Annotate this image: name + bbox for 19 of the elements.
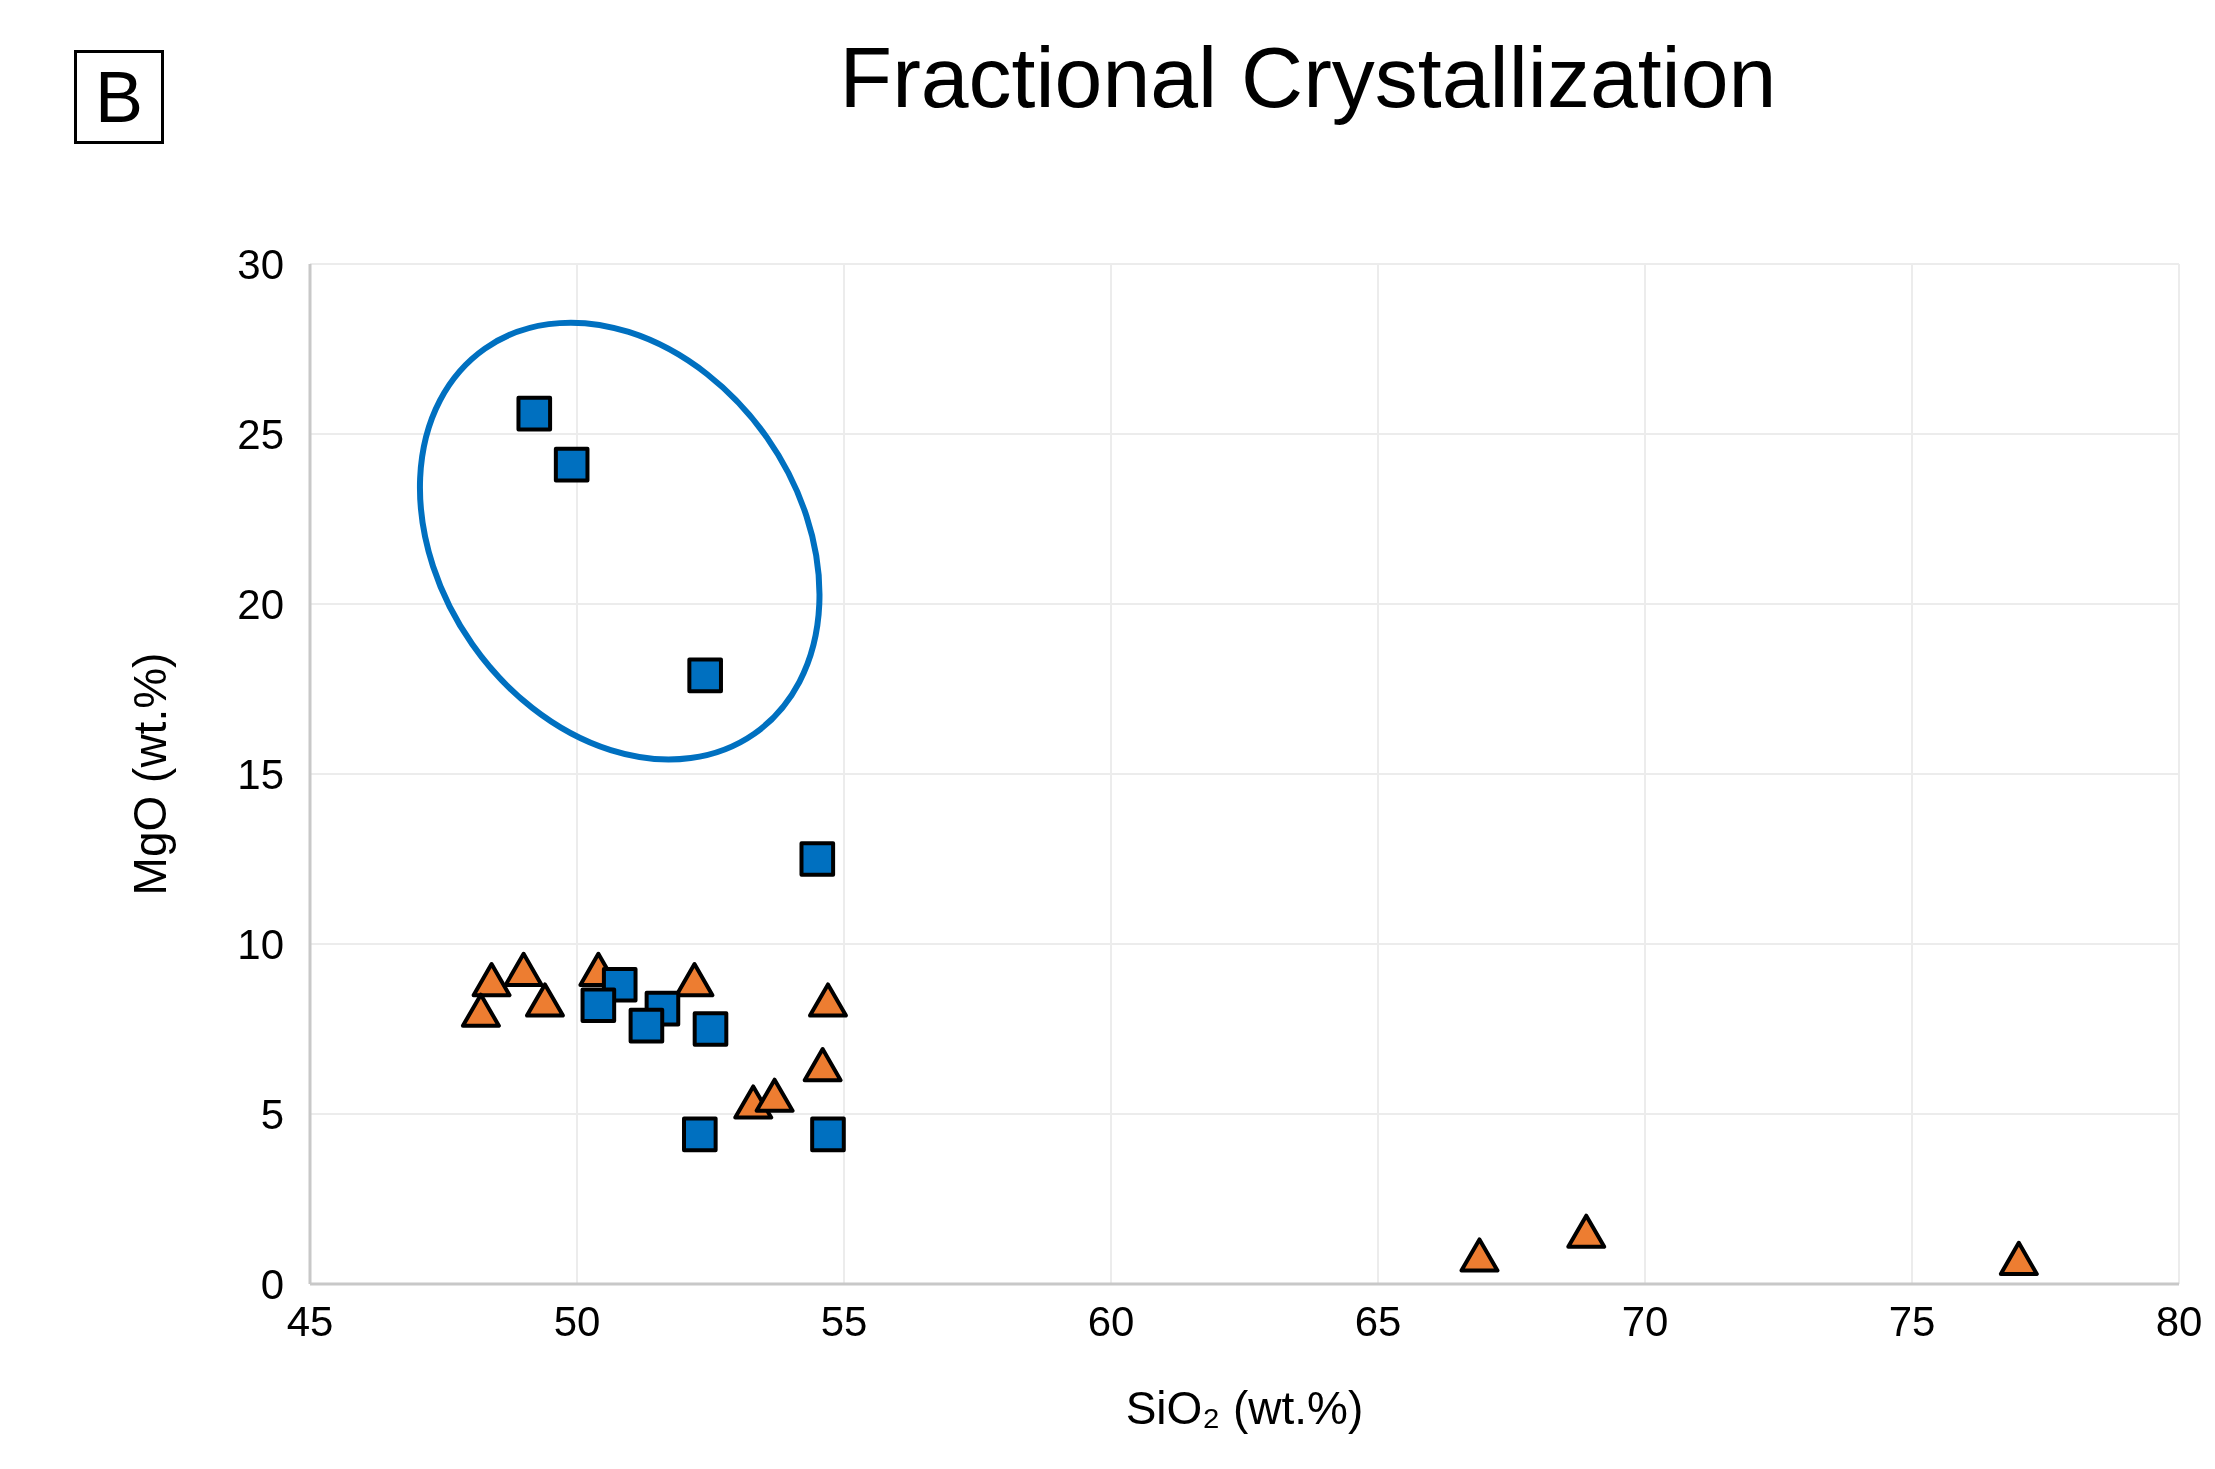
y-tick-label: 5 <box>260 1090 284 1138</box>
x-tick-label: 50 <box>553 1297 601 1345</box>
x-tick-label: 65 <box>1354 1297 1402 1345</box>
y-axis-title: MgO (wt.%) <box>124 652 177 896</box>
x-tick-label: 80 <box>2155 1297 2203 1345</box>
y-tick-label: 20 <box>237 580 284 628</box>
chart-title: Fractional Crystallization <box>838 28 1778 127</box>
x-axis-title: SiO₂ (wt.%) <box>1125 1382 1364 1434</box>
x-tick-label: 55 <box>820 1297 868 1345</box>
y-tick-label: 30 <box>237 240 284 288</box>
y-tick-label: 10 <box>237 920 284 968</box>
x-tick-label: 75 <box>1888 1297 1936 1345</box>
y-tick-label: 25 <box>237 410 284 458</box>
x-tick-label: 45 <box>286 1297 334 1345</box>
y-tick-label: 15 <box>237 750 284 798</box>
x-tick-label: 70 <box>1621 1297 1669 1345</box>
text: B <box>74 50 165 144</box>
y-tick-label: 0 <box>260 1260 284 1308</box>
x-tick-label: 60 <box>1087 1297 1135 1345</box>
